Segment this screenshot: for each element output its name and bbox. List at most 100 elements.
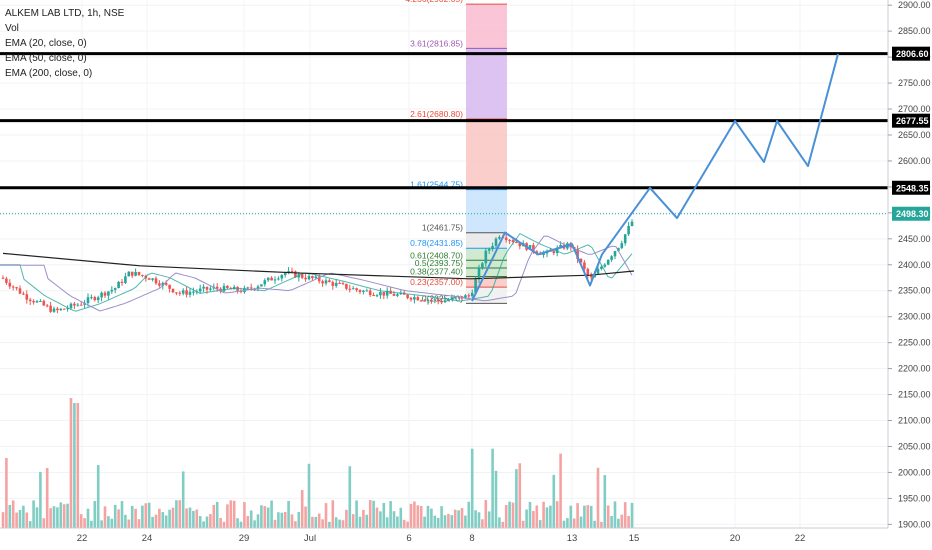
indicator-ema50[interactable]: EMA (50, close, 0) [5,53,87,64]
candle-body[interactable] [555,247,559,254]
candle-body[interactable] [304,277,307,280]
candle-body[interactable] [260,284,263,287]
candle-body[interactable] [508,239,511,241]
resistance-lines[interactable] [0,52,888,190]
candle-body[interactable] [579,258,583,263]
candle-body[interactable] [453,297,457,299]
candle-body[interactable] [168,284,171,289]
candle-body[interactable] [49,305,52,312]
candle-body[interactable] [535,251,539,254]
candle-body[interactable] [355,288,358,291]
candle-body[interactable] [110,289,114,292]
candle-body[interactable] [613,251,617,257]
candle-body[interactable] [372,295,375,297]
candle-body[interactable] [603,264,607,267]
candle-body[interactable] [1,277,5,279]
candle-body[interactable] [90,297,93,299]
candle-body[interactable] [559,244,562,248]
candle-body[interactable] [215,286,219,289]
candle-body[interactable] [127,271,131,277]
candle-body[interactable] [171,288,175,293]
candle-body[interactable] [249,287,253,289]
candle-body[interactable] [154,278,158,284]
candle-body[interactable] [331,282,335,286]
candle-body[interactable] [358,290,362,292]
symbol-title[interactable]: ALKEM LAB LTD, 1h, NSE [5,8,125,19]
candle-body[interactable] [266,277,270,281]
candle-body[interactable] [79,304,83,306]
candle-body[interactable] [494,238,498,246]
candle-body[interactable] [314,276,318,279]
candle-body[interactable] [263,280,267,285]
candle-body[interactable] [447,299,450,301]
candle-body[interactable] [385,290,389,296]
candle-body[interactable] [362,290,365,292]
candle-body[interactable] [294,271,297,278]
candle-body[interactable] [413,297,416,300]
candle-body[interactable] [62,308,66,310]
candle-body[interactable] [596,268,600,274]
candle-body[interactable] [474,279,477,293]
candle-body[interactable] [273,279,277,281]
candle-body[interactable] [375,295,379,297]
candle-body[interactable] [32,300,35,303]
candle-body[interactable] [73,303,76,306]
candle-body[interactable] [617,247,620,252]
candle-body[interactable] [610,256,613,260]
candle-body[interactable] [151,278,154,280]
candle-body[interactable] [137,271,141,275]
candle-body[interactable] [351,288,355,290]
candle-body[interactable] [222,285,226,292]
candle-body[interactable] [134,271,137,276]
candle-body[interactable] [158,283,161,286]
candle-body[interactable] [430,299,433,301]
candle-body[interactable] [511,240,515,242]
candle-body[interactable] [396,294,399,296]
candle-body[interactable] [426,299,430,302]
candle-body[interactable] [620,243,624,248]
candle-body[interactable] [192,291,195,293]
candle-body[interactable] [202,286,205,289]
candle-body[interactable] [321,281,324,284]
candle-body[interactable] [209,288,212,290]
candle-body[interactable] [542,253,545,255]
candle-body[interactable] [481,263,484,269]
candle-body[interactable] [256,286,260,289]
candle-body[interactable] [28,299,32,301]
indicator-vol[interactable]: Vol [5,23,19,34]
candle-body[interactable] [185,290,188,295]
candle-body[interactable] [181,290,185,294]
candle-body[interactable] [406,294,409,298]
candle-body[interactable] [552,251,556,254]
candle-body[interactable] [103,292,107,296]
candle-body[interactable] [270,277,273,281]
candle-body[interactable] [18,288,22,294]
candle-body[interactable] [25,294,29,300]
candle-body[interactable] [443,300,447,303]
candle-body[interactable] [93,297,97,301]
candle-body[interactable] [583,262,586,269]
candle-body[interactable] [419,300,423,302]
candle-body[interactable] [147,278,151,280]
candle-body[interactable] [379,292,382,296]
candle-body[interactable] [59,308,63,311]
candle-body[interactable] [198,288,202,292]
candle-body[interactable] [528,245,532,250]
candle-body[interactable] [300,274,304,278]
candle-body[interactable] [477,268,481,280]
candle-body[interactable] [11,286,15,288]
candle-body[interactable] [518,242,522,247]
candle-body[interactable] [498,237,501,239]
candle-body[interactable] [328,280,331,283]
candle-body[interactable] [8,282,12,287]
candle-body[interactable] [35,301,39,303]
candle-body[interactable] [205,286,209,290]
candle-body[interactable] [56,308,59,311]
candle-body[interactable] [504,237,508,240]
candle-body[interactable] [42,300,46,306]
candle-body[interactable] [470,292,474,297]
candle-body[interactable] [589,275,593,278]
candle-body[interactable] [345,283,348,289]
candle-body[interactable] [600,266,603,269]
candle-body[interactable] [22,293,25,295]
